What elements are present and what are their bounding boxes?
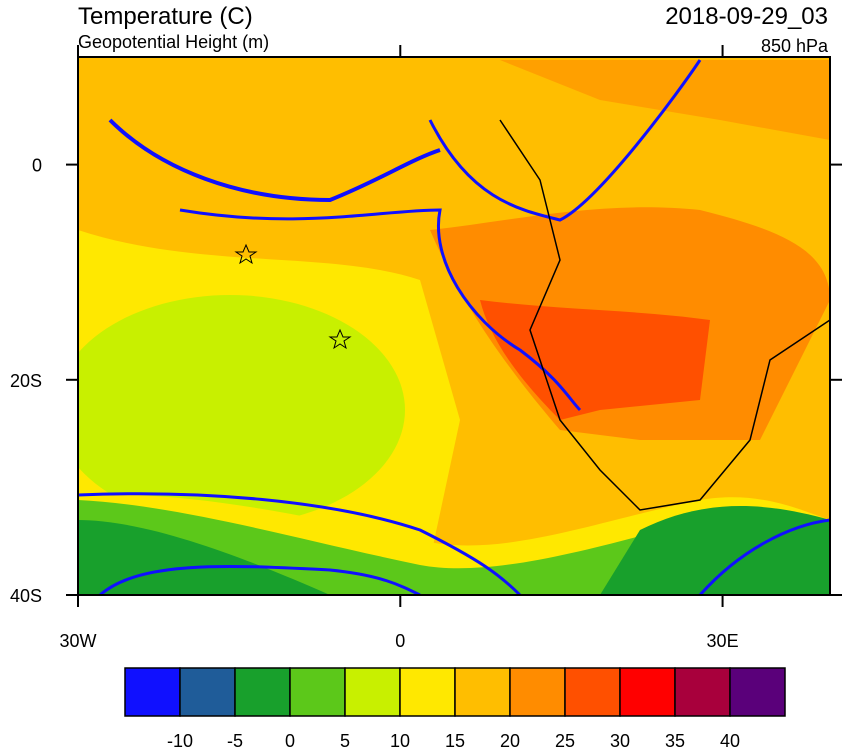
y-tick-label: 0: [32, 156, 42, 176]
subtitle: Geopotential Height (m): [78, 32, 269, 52]
x-tick-label: 30E: [707, 631, 739, 651]
colorbar-label: 40: [720, 731, 740, 750]
x-tick-label: 0: [395, 631, 405, 651]
colorbar-box: [289, 667, 346, 717]
colorbar-box: [179, 667, 236, 717]
map-frame: [77, 56, 831, 596]
colorbar-label: 0: [285, 731, 295, 750]
x-tick-label: 30W: [59, 631, 96, 651]
pressure-level: 850 hPa: [761, 36, 829, 56]
colorbar-label: 5: [340, 731, 350, 750]
colorbar-label: 20: [500, 731, 520, 750]
colorbar-label: 10: [390, 731, 410, 750]
temperature-field: [78, 57, 830, 595]
y-tick-label: 40S: [10, 586, 42, 606]
colorbar-label: -5: [227, 731, 243, 750]
colorbar: -10 -5 0 5 10 15 20 25 30 35 40: [124, 667, 786, 750]
colorbar-label: 15: [445, 731, 465, 750]
colorbar-box: [454, 667, 511, 717]
colorbar-label: 35: [665, 731, 685, 750]
valid-time: 2018-09-29_03: [665, 3, 828, 30]
colorbar-box: [234, 667, 291, 717]
colorbar-box: [729, 667, 786, 717]
axes: 30W 0 30E 0 20S 40S: [10, 45, 842, 651]
colorbar-label: -10: [167, 731, 193, 750]
colorbar-box: [564, 667, 621, 717]
colorbar-label: 30: [610, 731, 630, 750]
title: Temperature (C): [78, 3, 253, 30]
colorbar-label: 25: [555, 731, 575, 750]
colorbar-box: [619, 667, 676, 717]
colorbar-box: [674, 667, 731, 717]
colorbar-box: [344, 667, 401, 717]
colorbar-box: [509, 667, 566, 717]
colorbar-box: [399, 667, 456, 717]
y-tick-label: 20S: [10, 371, 42, 391]
colorbar-box: [124, 667, 181, 717]
